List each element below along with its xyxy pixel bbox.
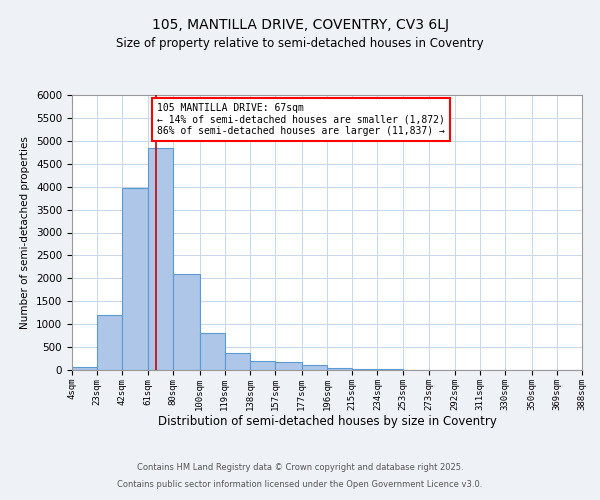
Text: Size of property relative to semi-detached houses in Coventry: Size of property relative to semi-detach… xyxy=(116,38,484,51)
Bar xyxy=(225,352,250,370)
Bar xyxy=(173,274,199,370)
Bar xyxy=(250,361,275,370)
Bar xyxy=(275,362,302,370)
Bar xyxy=(352,369,377,370)
Text: 105, MANTILLA DRIVE, COVENTRY, CV3 6LJ: 105, MANTILLA DRIVE, COVENTRY, CV3 6LJ xyxy=(151,18,449,32)
Y-axis label: Number of semi-detached properties: Number of semi-detached properties xyxy=(20,136,31,329)
Bar xyxy=(72,367,97,370)
Text: Contains HM Land Registry data © Crown copyright and database right 2025.: Contains HM Land Registry data © Crown c… xyxy=(137,464,463,472)
Bar xyxy=(302,366,327,370)
Text: 105 MANTILLA DRIVE: 67sqm
← 14% of semi-detached houses are smaller (1,872)
86% : 105 MANTILLA DRIVE: 67sqm ← 14% of semi-… xyxy=(157,104,445,136)
Bar xyxy=(148,148,173,370)
Bar xyxy=(97,315,122,370)
X-axis label: Distribution of semi-detached houses by size in Coventry: Distribution of semi-detached houses by … xyxy=(158,416,496,428)
Bar xyxy=(122,188,148,370)
Bar xyxy=(199,334,225,370)
Bar xyxy=(327,368,352,370)
Text: Contains public sector information licensed under the Open Government Licence v3: Contains public sector information licen… xyxy=(118,480,482,489)
